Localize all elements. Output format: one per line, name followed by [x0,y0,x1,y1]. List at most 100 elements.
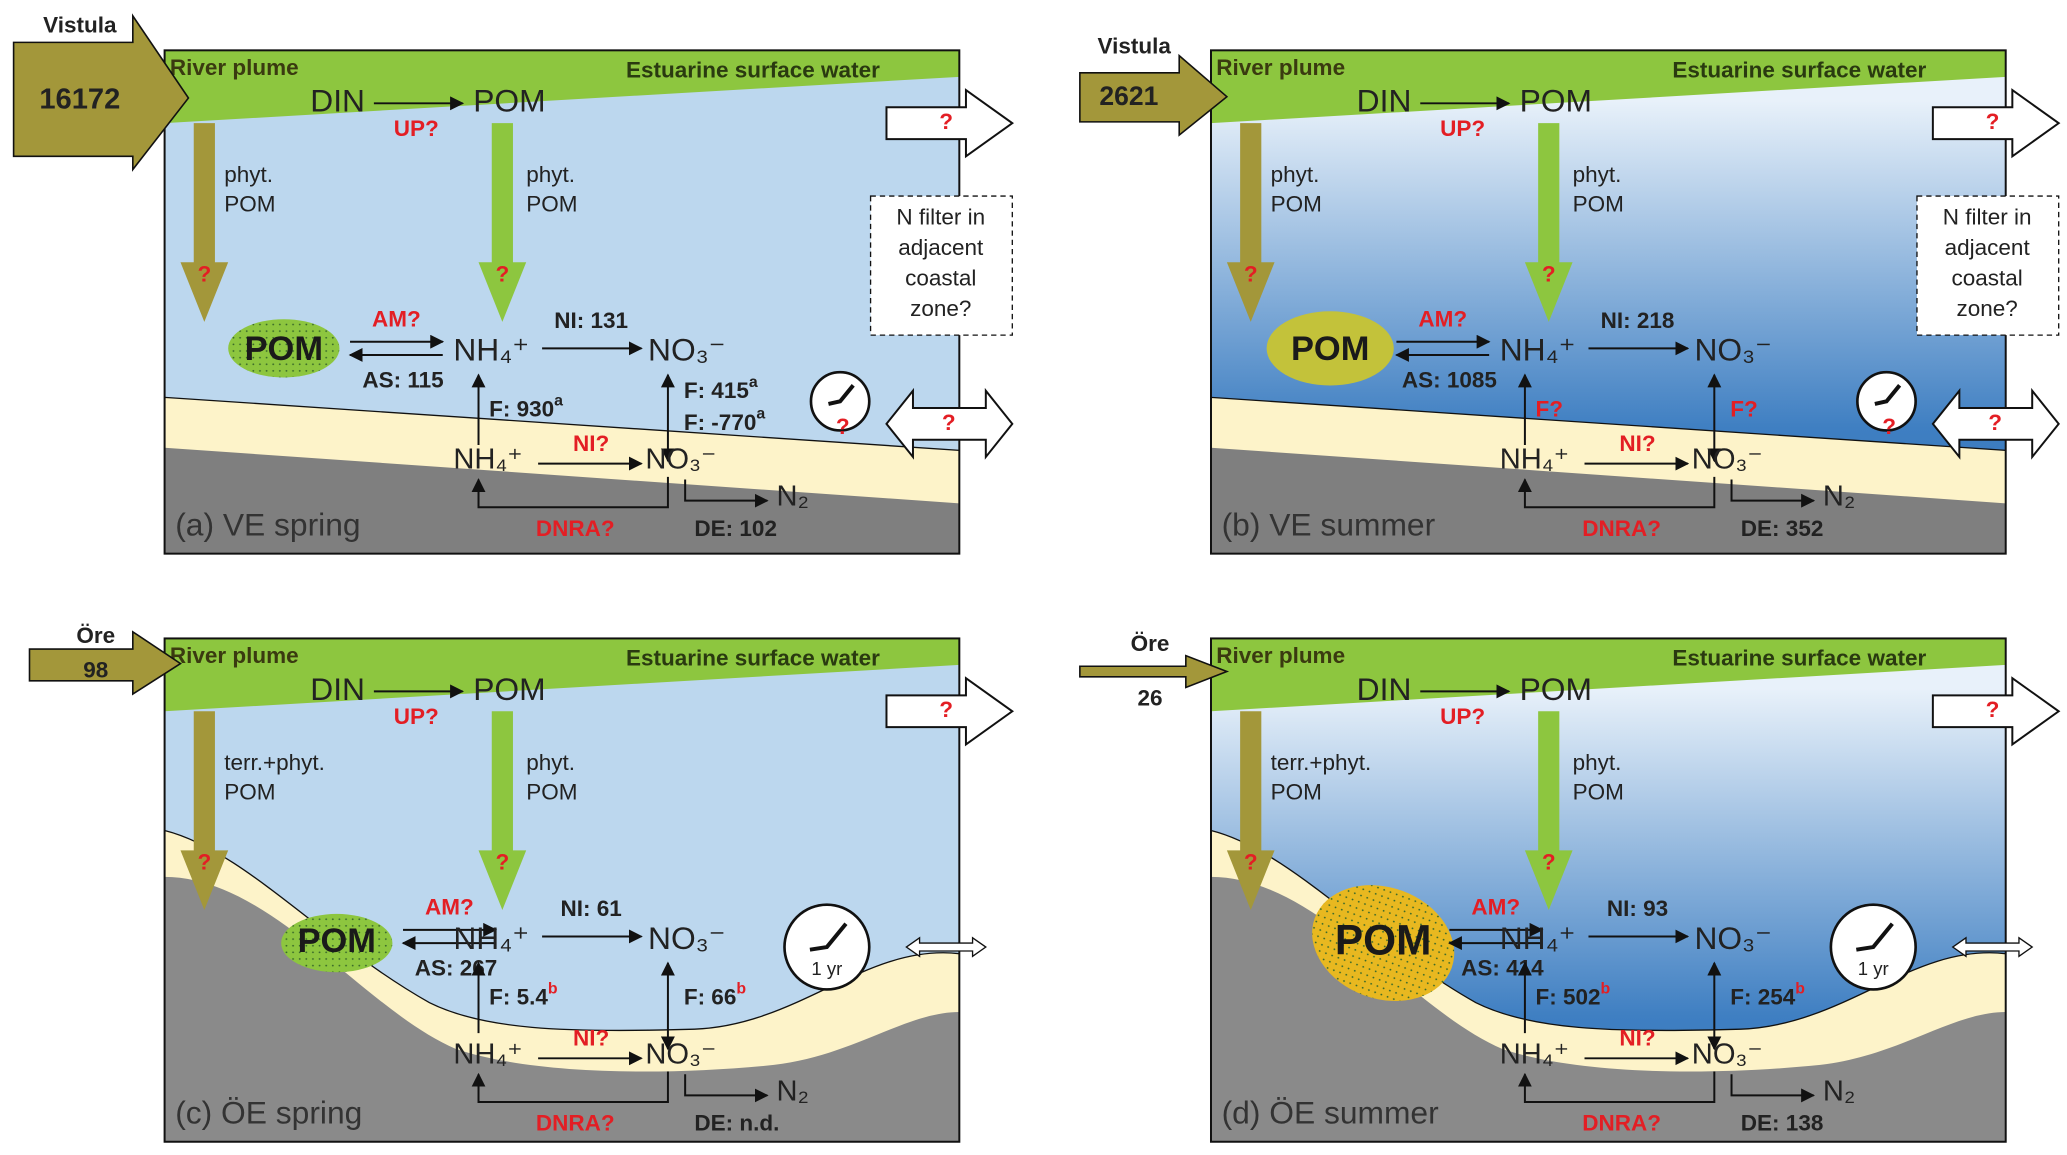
panel-label: (c) ÖE spring [175,1095,362,1131]
pom: POM [245,330,323,368]
ni-sediment: NI? [1619,431,1655,456]
ammonification: AM? [1418,306,1467,331]
no3-water: NO₃⁻ [648,332,725,368]
left-pom: terr.+phyt. [224,750,325,775]
export-question: ? [939,109,953,134]
surface-label: Estuarine surface water [1672,57,1926,82]
export-question: ? [1986,697,2000,722]
center-question: ? [495,850,509,875]
pom-top: POM [473,671,545,707]
river-inflow-value: 98 [83,657,108,682]
clock-hands [809,922,848,952]
nh4-water: NH₄⁺ [1500,332,1576,368]
ni-sediment: NI? [573,1026,609,1051]
uptake: UP? [1440,116,1485,141]
export-arrow [885,88,1015,159]
nh4-sediment: NH₄⁺ [453,444,522,476]
f-no3-sup: b [1795,981,1805,998]
din: DIN [1357,671,1412,707]
export-question: ? [939,697,953,722]
panel-frame [163,637,961,1143]
left-question: ? [1244,850,1258,875]
left-pom: phyt. [224,162,273,187]
de-arrow [684,1074,769,1103]
left-question: ? [197,850,211,875]
center-question: ? [495,261,509,286]
f-nh4-value: F: 930 [489,397,554,422]
pom-top: POM [1520,671,1592,707]
filter-text: coastal [1952,265,2023,290]
no3-water: NO₃⁻ [648,920,725,956]
f-nh4-sup: a [554,393,563,410]
uptake: UP? [1440,704,1485,729]
pom-dots [281,913,393,973]
sediment-deep [164,876,960,1142]
river-inflow [1079,654,1230,689]
n2: N₂ [1823,481,1855,513]
sinking-arrow-center [478,123,527,322]
no3-water: NO₃⁻ [1694,920,1771,956]
filter-text: adjacent [1945,235,2031,260]
sinking-arrow-left [1226,711,1275,910]
center-pom: phyt. [1573,162,1622,187]
denitrification: DE: n.d. [694,1110,779,1135]
river-inflow-value: 26 [1138,685,1163,710]
exchange-arrow [1931,387,2060,460]
panel-label: (d) ÖE summer [1222,1095,1440,1131]
filter-text: adjacent [898,235,984,260]
exchange-question: ? [1988,410,2002,435]
uptake: UP? [394,116,439,141]
sinking-arrow-left [180,123,229,322]
f-no3: F: 66b [684,981,747,1010]
center-pom: POM [1573,779,1624,804]
dnra-arrow [471,476,669,509]
dnra-arrow [1517,1071,1716,1104]
river-inflow [12,13,190,172]
filter-text: coastal [905,265,976,290]
din: DIN [310,83,365,119]
f-no3-value: F: -770 [684,410,757,435]
nh4-water: NH₄⁺ [1500,920,1576,956]
exchange-arrow [1951,936,2034,958]
left-pom: POM [1271,779,1322,804]
sediment-deep [164,447,960,554]
nh4-sediment: NH₄⁺ [1500,444,1569,476]
clock-label: 1 yr [811,958,842,979]
river-name: Öre [76,623,115,648]
surface-label: Estuarine surface water [626,57,880,82]
f-nh4: F: 502b [1536,981,1611,1010]
river-inflow-value: 2621 [1099,81,1158,111]
ammonification: AM? [425,895,474,920]
pom: POM [298,922,376,960]
nh4-water: NH₄⁺ [453,920,529,956]
clock-hands [828,384,855,406]
assimilation: AS: 1085 [1402,367,1497,392]
exchange-arrow [905,936,987,958]
f-nh4: F: 930a [489,393,563,422]
surface-label: Estuarine surface water [626,646,880,671]
ni-water: NI: 131 [554,308,628,333]
ammonification: AM? [372,306,421,331]
uptake: UP? [394,704,439,729]
f-nh4-sup: b [548,981,558,998]
denitrification: DE: 138 [1741,1110,1824,1135]
ni-sediment: NI? [573,431,609,456]
plume-label: River plume [1216,643,1345,668]
surface-water [164,638,960,712]
ni-water: NI: 218 [1601,308,1675,333]
filter-text: N filter in [1943,205,2032,230]
panel: River plume Estuarine surface water DIN POM… [1209,637,2061,1143]
river-name: Vistula [1097,34,1171,59]
export-arrow [1931,88,2061,159]
f-nh4-value: F? [1536,397,1564,422]
de-arrow [1730,1074,1816,1103]
filter-text: zone? [910,296,971,321]
plume-label: River plume [1216,55,1345,80]
assimilation: AS: 115 [362,367,443,392]
ammonification: AM? [1471,895,1520,920]
river-name: Öre [1131,631,1170,656]
export-arrow [1931,676,2061,747]
left-pom: POM [1271,191,1322,216]
